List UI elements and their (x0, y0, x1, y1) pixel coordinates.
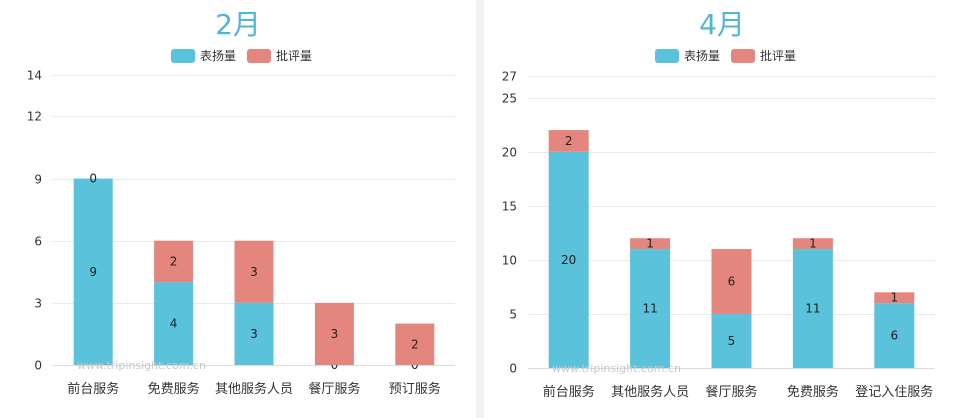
legend-label: 表扬量 (200, 48, 236, 63)
x-category-label: 餐厅服务 (308, 381, 360, 397)
x-category-label: 免费服务 (148, 381, 200, 397)
bar-praise[interactable] (874, 303, 915, 368)
bar-label-praise: 6 (890, 329, 898, 343)
x-category-label: 免费服务 (787, 384, 839, 400)
bar-label-criticism: 2 (170, 254, 178, 268)
bar-praise[interactable] (73, 178, 113, 365)
bar-label-criticism: 1 (646, 237, 654, 251)
y-tick-label: 25 (502, 92, 517, 106)
legend-item[interactable]: 批评量 (247, 48, 312, 63)
legend-swatch (247, 49, 271, 63)
bar-label-criticism: 0 (89, 172, 97, 186)
chart-panel-february: 2月表扬量批评量0369121490前台服务42免费服务33其他服务人员03餐厅… (0, 0, 476, 418)
bar-label-praise: 9 (89, 265, 97, 279)
y-tick-label: 10 (502, 254, 517, 268)
bar-label-criticism: 3 (331, 327, 339, 341)
bar-criticism[interactable] (548, 130, 589, 152)
legend-item[interactable]: 表扬量 (655, 48, 720, 63)
bar-criticism[interactable] (154, 240, 194, 283)
x-category-label: 其他服务人员 (611, 384, 689, 400)
y-tick-label: 9 (34, 173, 42, 187)
legend-swatch (655, 49, 679, 63)
bar-criticism[interactable] (314, 302, 354, 365)
chart-title: 2月 (215, 8, 261, 41)
bar-praise[interactable] (548, 151, 589, 368)
legend-item[interactable]: 批评量 (731, 48, 796, 63)
legend-swatch (171, 49, 195, 63)
x-category-label: 前台服务 (543, 384, 595, 400)
y-tick-label: 20 (502, 146, 517, 160)
y-tick-label: 12 (27, 110, 42, 124)
bar-label-praise: 20 (561, 253, 576, 267)
bar-label-criticism: 2 (565, 134, 573, 148)
legend-label: 表扬量 (684, 48, 720, 63)
bar-label-criticism: 1 (890, 291, 898, 305)
y-tick-label: 27 (502, 70, 517, 84)
x-category-label: 预订服务 (389, 381, 441, 397)
bar-label-criticism: 2 (411, 337, 419, 351)
y-tick-label: 3 (34, 297, 42, 311)
x-category-label: 其他服务人员 (215, 381, 293, 397)
y-tick-label: 0 (34, 359, 42, 373)
bar-praise[interactable] (154, 282, 194, 365)
bar-label-criticism: 1 (809, 237, 817, 251)
y-tick-label: 6 (34, 235, 42, 249)
bar-label-criticism: 6 (728, 274, 736, 288)
bar-label-praise: 11 (805, 302, 820, 316)
bar-criticism[interactable] (874, 292, 915, 304)
legend-label: 批评量 (760, 48, 796, 63)
x-category-label: 登记入住服务 (855, 384, 933, 400)
bar-label-praise: 11 (642, 302, 657, 316)
x-category-label: 前台服务 (67, 381, 119, 397)
legend-swatch (731, 49, 755, 63)
chart-panel-april: 4月 表扬量 批评量 0 5 10 15 20 25 27 20 2 前台服务 11 1 其他服务人员 5 6 餐厅… (484, 0, 960, 418)
bar-criticism[interactable] (395, 323, 435, 365)
legend-item[interactable]: 表扬量 (171, 48, 236, 63)
bar-label-criticism: 3 (250, 265, 258, 279)
y-tick-label: 0 (509, 362, 517, 376)
y-tick-label: 5 (509, 308, 517, 322)
chart-february: 2月表扬量批评量0369121490前台服务42免费服务33其他服务人员03餐厅… (27, 8, 455, 397)
chart-title: 4月 (699, 8, 745, 41)
watermark: www.tripinsight.com.cn (552, 362, 681, 375)
bar-praise[interactable] (711, 313, 752, 368)
bar-label-praise: 5 (728, 334, 736, 348)
bar-praise[interactable] (630, 249, 671, 368)
bar-praise[interactable] (234, 302, 274, 365)
legend-label: 批评量 (276, 48, 312, 63)
bar-criticism[interactable] (792, 238, 833, 250)
x-category-label: 餐厅服务 (705, 384, 757, 400)
bar-criticism[interactable] (630, 238, 671, 250)
bar-label-praise: 4 (170, 317, 178, 331)
bar-label-praise: 3 (250, 327, 258, 341)
watermark: www.tripinsight.com.cn (77, 359, 206, 372)
y-tick-label: 14 (27, 69, 42, 83)
bar-praise[interactable] (792, 249, 833, 368)
y-tick-label: 15 (502, 200, 517, 214)
bar-criticism[interactable] (234, 240, 274, 303)
bar-criticism[interactable] (711, 249, 752, 314)
